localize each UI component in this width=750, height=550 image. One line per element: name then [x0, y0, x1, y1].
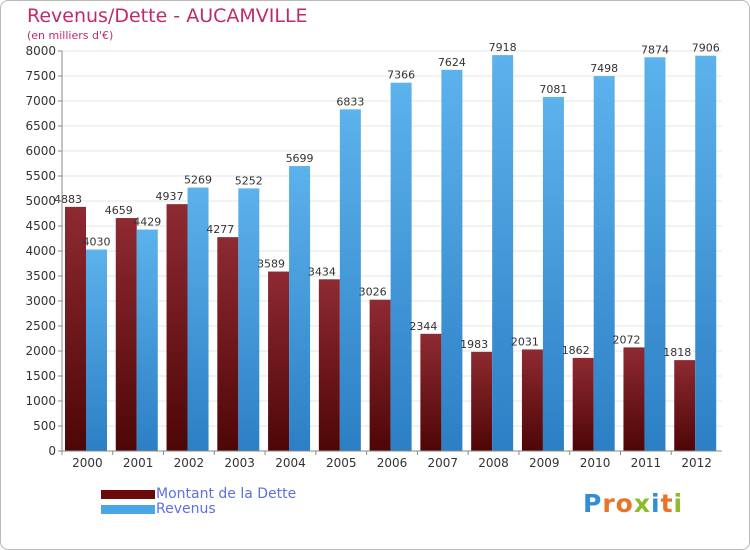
- logo-letter: r: [602, 489, 616, 518]
- bar-dette: [318, 279, 340, 451]
- x-tick-label: 2009: [529, 456, 560, 470]
- bar-revenus: [390, 82, 412, 451]
- bar-revenus: [542, 96, 564, 451]
- y-tick-label: 0: [48, 444, 56, 458]
- y-tick-label: 2500: [25, 319, 56, 333]
- bar-revenus: [339, 109, 361, 451]
- x-tick-label: 2012: [681, 456, 712, 470]
- value-label-revenus: 7366: [387, 69, 415, 82]
- bar-revenus: [593, 76, 615, 451]
- value-label-dette: 3434: [308, 265, 336, 278]
- y-tick-label: 6000: [25, 144, 56, 158]
- value-label-dette: 3589: [257, 258, 285, 271]
- legend-label-revenus: Revenus: [156, 501, 216, 517]
- bar-dette: [420, 333, 442, 451]
- y-tick-label: 7000: [25, 94, 56, 108]
- y-tick-label: 3500: [25, 269, 56, 283]
- logo-letter: x: [633, 489, 651, 518]
- y-tick-label: 5000: [25, 194, 56, 208]
- logo-letter: t: [660, 489, 674, 518]
- x-tick-label: 2010: [580, 456, 611, 470]
- bar-dette: [674, 360, 696, 451]
- value-label-revenus: 5699: [286, 152, 314, 165]
- value-label-dette: 1983: [460, 338, 488, 351]
- legend-label-dette: Montant de la Dette: [156, 486, 297, 502]
- bar-dette: [268, 271, 290, 451]
- legend-swatch-dette: [101, 490, 155, 499]
- bar-dette: [521, 349, 543, 451]
- y-tick-label: 500: [33, 419, 56, 433]
- proxiti-logo: Proxiti: [583, 489, 683, 518]
- value-label-revenus: 7906: [692, 42, 720, 55]
- y-tick-label: 8000: [25, 44, 56, 58]
- bar-dette: [471, 351, 493, 451]
- bar-dette: [217, 237, 239, 451]
- x-tick-label: 2008: [478, 456, 509, 470]
- y-tick-label: 3000: [25, 294, 56, 308]
- y-tick-label: 6500: [25, 119, 56, 133]
- value-label-revenus: 6833: [336, 95, 364, 108]
- bar-revenus: [644, 57, 666, 452]
- x-tick-label: 2006: [377, 456, 408, 470]
- bar-dette: [572, 357, 594, 451]
- bar-dette: [369, 299, 391, 451]
- x-tick-label: 2005: [326, 456, 357, 470]
- y-tick-label: 1500: [25, 369, 56, 383]
- bar-revenus: [492, 55, 514, 451]
- bar-revenus: [238, 188, 260, 451]
- logo-letter: i: [651, 489, 661, 518]
- x-tick-label: 2007: [427, 456, 458, 470]
- value-label-dette: 1862: [562, 344, 590, 357]
- x-tick-label: 2004: [275, 456, 306, 470]
- chart-title: Revenus/Dette - AUCAMVILLE: [27, 5, 308, 27]
- x-tick-label: 2003: [224, 456, 255, 470]
- x-tick-label: 2001: [123, 456, 154, 470]
- logo-letter: i: [673, 489, 684, 518]
- chart-subtitle: (en milliers d'€): [27, 29, 114, 42]
- value-label-dette: 2072: [612, 333, 640, 346]
- y-tick-label: 5500: [25, 169, 56, 183]
- value-label-revenus: 7624: [438, 56, 466, 69]
- y-tick-label: 4500: [25, 219, 56, 233]
- value-label-dette: 4937: [156, 190, 184, 203]
- y-tick-label: 1000: [25, 394, 56, 408]
- bar-revenus: [695, 55, 717, 451]
- value-label-revenus: 5252: [235, 174, 263, 187]
- logo-letter: o: [615, 489, 634, 518]
- value-label-revenus: 7874: [641, 43, 669, 56]
- value-label-revenus: 5269: [184, 174, 212, 187]
- value-label-dette: 2031: [511, 335, 539, 348]
- y-tick-label: 4000: [25, 244, 56, 258]
- logo-letter: P: [583, 489, 603, 518]
- value-label-dette: 3026: [359, 286, 387, 299]
- x-tick-label: 2011: [631, 456, 662, 470]
- value-label-revenus: 4030: [83, 236, 111, 249]
- x-tick-label: 2002: [174, 456, 205, 470]
- bar-dette: [166, 204, 188, 451]
- bar-dette: [115, 218, 137, 451]
- bar-revenus: [86, 249, 107, 451]
- value-label-dette: 4883: [54, 193, 82, 206]
- value-label-dette: 4659: [105, 204, 133, 217]
- bar-revenus: [187, 187, 209, 452]
- bar-revenus: [289, 166, 311, 452]
- bar-dette: [65, 206, 86, 451]
- bar-dette: [623, 347, 645, 451]
- bar-revenus: [136, 229, 158, 451]
- x-tick-label: 2000: [72, 456, 103, 470]
- bar-revenus: [441, 69, 463, 452]
- value-label-revenus: 4429: [133, 216, 161, 229]
- y-tick-label: 2000: [25, 344, 56, 358]
- value-label-dette: 1818: [663, 346, 691, 359]
- legend-swatch-revenus: [101, 505, 155, 514]
- y-tick-label: 7500: [25, 69, 56, 83]
- value-label-revenus: 7081: [539, 83, 567, 96]
- value-label-revenus: 7918: [489, 41, 517, 54]
- value-label-dette: 4277: [206, 223, 234, 236]
- value-label-revenus: 7498: [590, 62, 618, 75]
- value-label-dette: 2344: [409, 320, 437, 333]
